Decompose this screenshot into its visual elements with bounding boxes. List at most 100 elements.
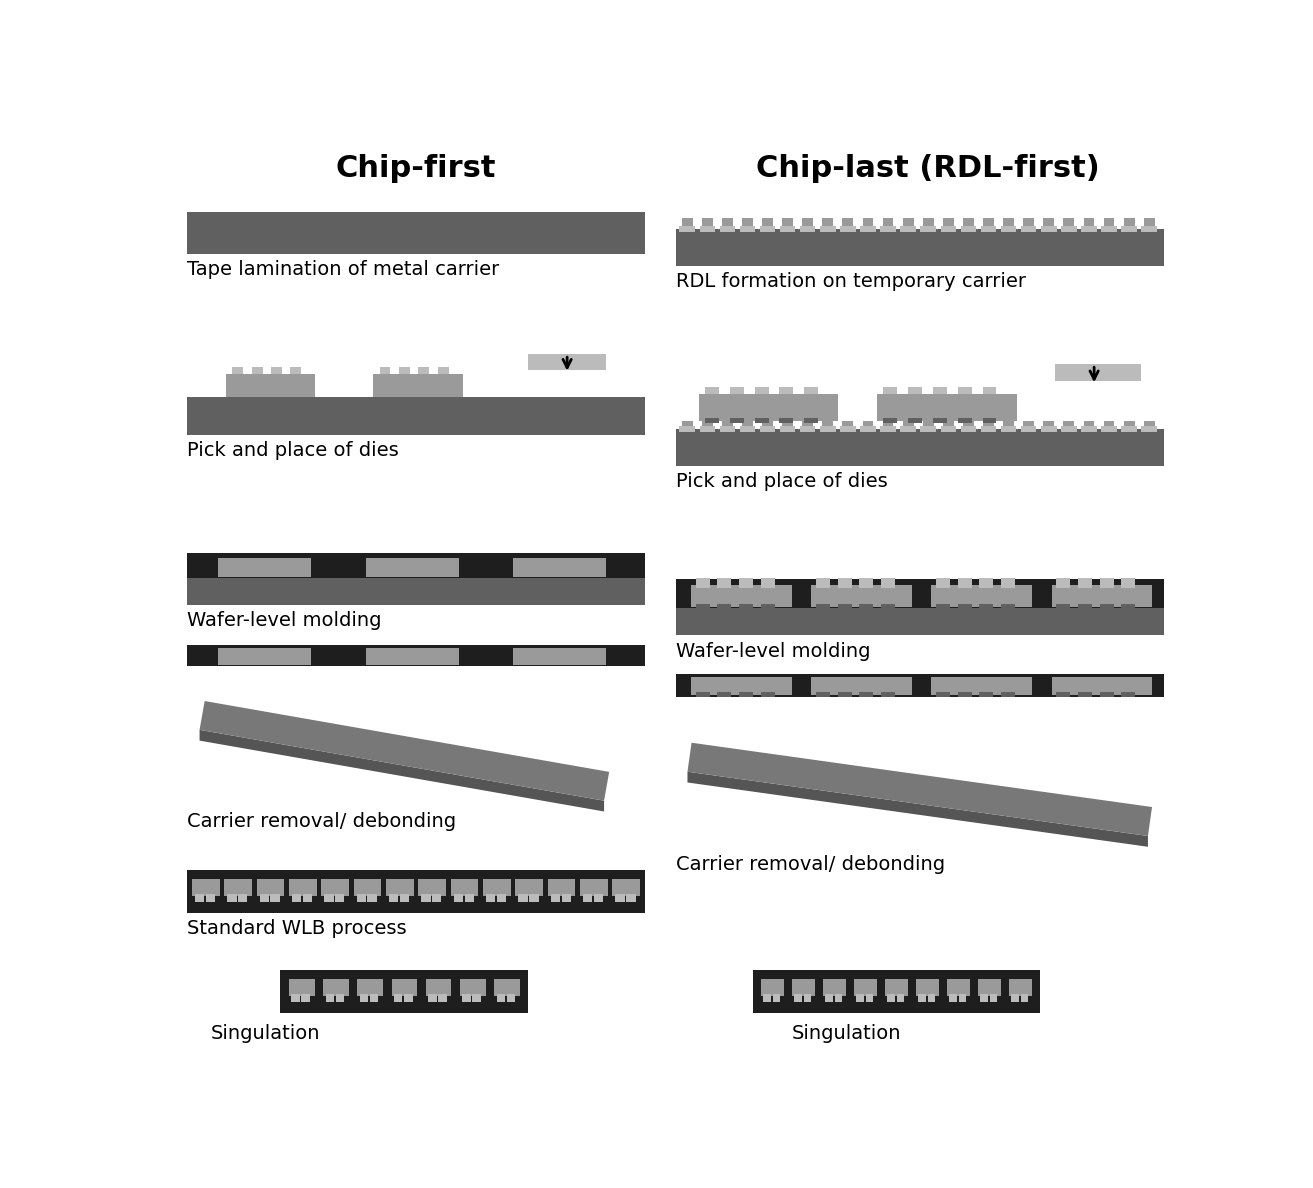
Bar: [957, 693, 972, 697]
Bar: [1052, 586, 1153, 607]
Bar: [979, 693, 994, 697]
Bar: [612, 879, 641, 896]
Bar: [920, 226, 936, 232]
Bar: [909, 418, 922, 423]
Bar: [1102, 226, 1117, 232]
Bar: [962, 219, 974, 229]
Bar: [465, 895, 474, 902]
Bar: [1001, 604, 1015, 608]
Bar: [705, 418, 720, 423]
Bar: [882, 422, 893, 429]
Bar: [815, 579, 830, 588]
Bar: [958, 994, 966, 1001]
Bar: [840, 226, 856, 232]
Bar: [880, 426, 895, 432]
Bar: [1099, 579, 1113, 588]
Bar: [486, 895, 495, 902]
Bar: [780, 226, 796, 232]
Bar: [1083, 422, 1094, 429]
Bar: [755, 386, 768, 394]
Bar: [909, 386, 922, 394]
Bar: [962, 422, 974, 429]
Bar: [856, 994, 864, 1001]
Bar: [961, 426, 976, 432]
Bar: [923, 219, 934, 229]
Bar: [822, 219, 834, 229]
Bar: [238, 895, 247, 902]
Bar: [188, 397, 645, 435]
Bar: [1064, 219, 1074, 229]
Text: Pick and place of dies: Pick and place of dies: [676, 472, 888, 491]
Bar: [760, 426, 775, 432]
Bar: [365, 647, 458, 664]
Bar: [188, 211, 645, 254]
Bar: [780, 426, 796, 432]
Bar: [863, 219, 873, 229]
Bar: [450, 879, 478, 896]
Bar: [1008, 979, 1032, 996]
Bar: [1121, 226, 1137, 232]
Bar: [1041, 226, 1057, 232]
Bar: [821, 226, 835, 232]
Bar: [1104, 422, 1115, 429]
Bar: [859, 579, 873, 588]
Bar: [562, 895, 571, 902]
Bar: [722, 219, 733, 229]
Bar: [336, 994, 344, 1001]
Text: RDL formation on temporary carrier: RDL formation on temporary carrier: [676, 272, 1025, 291]
Bar: [983, 422, 994, 429]
Bar: [1121, 426, 1137, 432]
Bar: [593, 895, 603, 902]
Polygon shape: [200, 701, 609, 801]
Bar: [227, 895, 236, 902]
Bar: [1144, 422, 1154, 429]
Text: Singulation: Singulation: [210, 1024, 320, 1043]
Bar: [943, 219, 953, 229]
Bar: [270, 367, 282, 373]
Bar: [843, 422, 853, 429]
Bar: [720, 426, 735, 432]
Bar: [936, 604, 951, 608]
Bar: [881, 604, 895, 608]
Bar: [281, 971, 528, 1012]
Bar: [885, 979, 909, 996]
Bar: [840, 426, 856, 432]
Bar: [957, 579, 972, 588]
Bar: [425, 979, 452, 996]
Polygon shape: [688, 772, 1148, 847]
Bar: [188, 645, 645, 666]
Bar: [702, 422, 713, 429]
Bar: [923, 422, 934, 429]
Bar: [206, 895, 215, 902]
Bar: [1001, 579, 1015, 588]
Bar: [1056, 693, 1070, 697]
Bar: [188, 870, 645, 912]
Bar: [990, 994, 998, 1001]
Bar: [920, 426, 936, 432]
Bar: [1003, 219, 1014, 229]
Bar: [981, 994, 987, 1001]
Bar: [462, 994, 471, 1001]
Bar: [676, 608, 1163, 636]
Text: Pick and place of dies: Pick and place of dies: [188, 441, 399, 460]
Bar: [507, 994, 515, 1001]
Bar: [762, 422, 773, 429]
Bar: [192, 879, 219, 896]
Bar: [783, 219, 793, 229]
Bar: [188, 577, 645, 605]
Bar: [1044, 219, 1054, 229]
Bar: [679, 426, 695, 432]
Bar: [705, 386, 720, 394]
Bar: [270, 895, 280, 902]
Bar: [931, 586, 1032, 607]
Bar: [763, 994, 771, 1001]
Bar: [681, 219, 693, 229]
Bar: [823, 979, 846, 996]
Bar: [428, 994, 437, 1001]
Bar: [194, 895, 205, 902]
Bar: [699, 394, 839, 422]
Bar: [936, 693, 951, 697]
Bar: [483, 879, 511, 896]
Bar: [391, 979, 418, 996]
Bar: [1078, 604, 1092, 608]
